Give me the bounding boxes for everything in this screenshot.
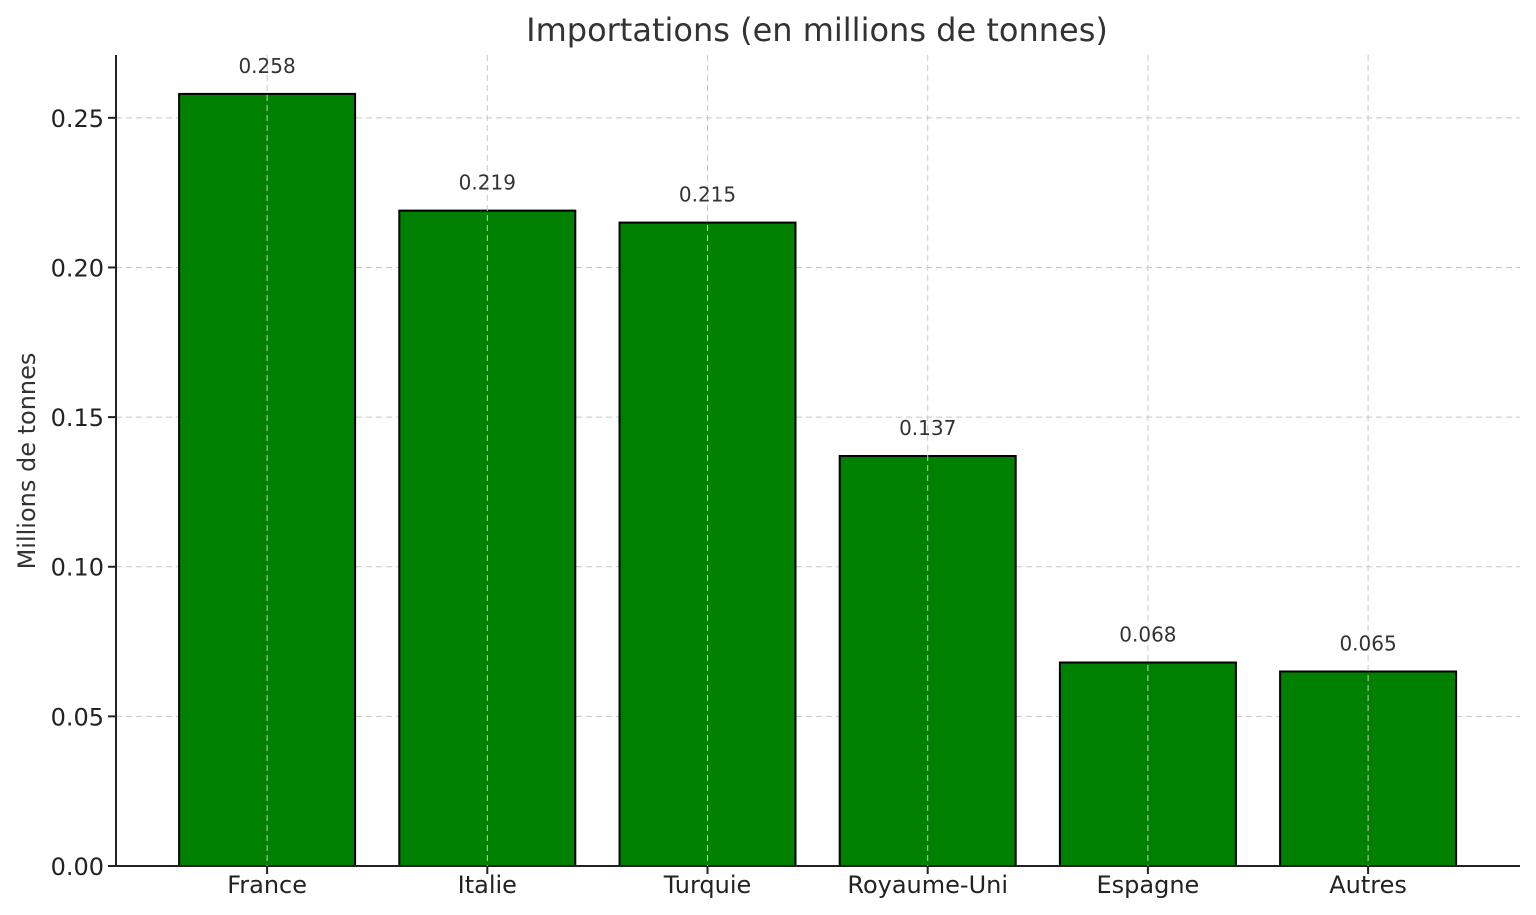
axes bbox=[108, 55, 1520, 874]
data-label: 0.065 bbox=[1339, 631, 1396, 655]
x-tick-label: Royaume-Uni bbox=[847, 871, 1008, 899]
data-labels: 0.258 0.219 0.215 0.137 0.068 0.065 bbox=[238, 54, 1396, 656]
y-tick-label: 0.25 bbox=[51, 105, 104, 133]
y-tick-label: 0.15 bbox=[51, 404, 104, 432]
x-tick-label: Autres bbox=[1329, 871, 1407, 899]
y-tick-label: 0.20 bbox=[51, 254, 104, 282]
y-axis-label: Millions de tonnes bbox=[13, 353, 41, 570]
data-label: 0.219 bbox=[459, 171, 516, 195]
chart-title: Importations (en millions de tonnes) bbox=[526, 11, 1108, 49]
data-label: 0.258 bbox=[238, 54, 295, 78]
data-label: 0.215 bbox=[679, 183, 736, 207]
data-label: 0.068 bbox=[1119, 623, 1176, 647]
tick-labels: 0.00 0.05 0.10 0.15 0.20 0.25 France Italie Turq… bbox=[51, 105, 1407, 899]
y-tick-label: 0.10 bbox=[51, 554, 104, 582]
y-tick-label: 0.00 bbox=[51, 853, 104, 881]
bars bbox=[178, 92, 1458, 868]
y-tick-label: 0.05 bbox=[51, 703, 104, 731]
x-tick-label: Turquie bbox=[663, 871, 752, 899]
x-tick-label: France bbox=[227, 871, 307, 899]
x-tick-label: Italie bbox=[458, 871, 517, 899]
x-tick-label: Espagne bbox=[1096, 871, 1199, 899]
data-label: 0.137 bbox=[899, 416, 956, 440]
